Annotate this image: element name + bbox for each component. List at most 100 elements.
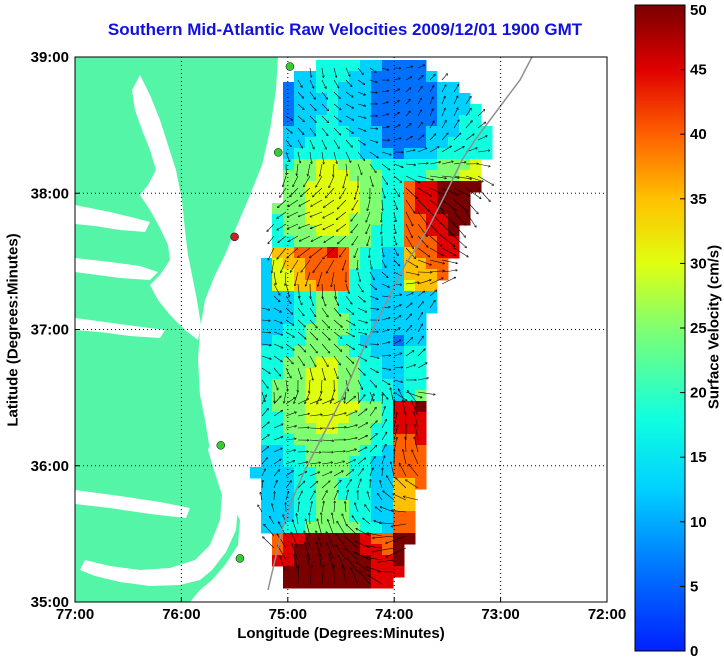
velocity-cell	[283, 412, 295, 424]
velocity-cell	[316, 236, 328, 248]
velocity-cell	[349, 104, 361, 116]
velocity-cell	[283, 390, 295, 402]
velocity-cell	[272, 412, 284, 424]
velocity-cell	[360, 368, 372, 380]
velocity-cell	[404, 104, 416, 116]
velocity-cell	[393, 434, 405, 446]
velocity-cell	[349, 522, 361, 534]
velocity-cell	[272, 489, 284, 501]
current-vector-arrow-icon	[369, 67, 376, 72]
velocity-cell	[360, 148, 372, 160]
velocity-cell	[283, 247, 295, 259]
velocity-cell	[393, 467, 405, 479]
velocity-cell	[349, 236, 361, 248]
velocity-cell	[360, 390, 372, 402]
current-vector-arrow-icon	[321, 355, 328, 367]
velocity-cell	[426, 137, 438, 149]
velocity-cell	[360, 533, 372, 545]
x-tick-label: 75:00	[269, 606, 307, 623]
current-vector-arrow-icon	[285, 491, 289, 501]
current-vector-arrow-icon	[429, 86, 434, 93]
current-vector-arrow-icon	[330, 391, 335, 403]
velocity-cell	[371, 445, 383, 457]
velocity-cell	[261, 357, 273, 369]
velocity-cell	[272, 324, 284, 336]
velocity-cell	[404, 159, 416, 171]
velocity-cell	[371, 478, 383, 490]
velocity-cell	[382, 368, 394, 380]
velocity-cell	[371, 181, 383, 193]
velocity-cell	[426, 170, 438, 182]
current-vector-arrow-icon	[414, 412, 419, 429]
velocity-cell	[393, 478, 405, 490]
current-vector-arrow-icon	[417, 247, 430, 257]
current-vector-arrow-icon	[345, 103, 353, 108]
velocity-cell	[316, 104, 328, 116]
velocity-cell	[481, 137, 493, 149]
velocity-cell	[316, 511, 328, 523]
current-vector-arrow-icon	[273, 448, 282, 453]
velocity-cell	[371, 533, 383, 545]
current-vector-arrow-icon	[369, 391, 374, 401]
velocity-cell	[382, 522, 394, 534]
velocity-cell	[360, 445, 372, 457]
velocity-cell	[327, 137, 339, 149]
velocity-cell	[283, 126, 295, 138]
current-vector-arrow-icon	[261, 343, 271, 345]
current-vector-arrow-icon	[333, 319, 342, 327]
current-vector-arrow-icon	[264, 524, 275, 537]
current-vector-arrow-icon	[297, 163, 299, 175]
current-vector-arrow-icon	[405, 314, 412, 321]
velocity-cell	[382, 357, 394, 369]
current-vector-arrow-icon	[367, 533, 383, 537]
current-vector-arrow-icon	[285, 426, 296, 429]
velocity-cell	[437, 170, 449, 182]
velocity-cell	[437, 214, 449, 226]
current-vector-arrow-icon	[453, 235, 466, 248]
velocity-cell	[294, 225, 306, 237]
velocity-cell	[415, 60, 427, 72]
current-vector-arrow-icon	[283, 175, 287, 186]
velocity-cell	[382, 82, 394, 94]
velocity-cell	[415, 181, 427, 193]
velocity-cell	[404, 181, 416, 193]
velocity-cell	[338, 192, 350, 204]
current-vector-arrow-icon	[417, 187, 431, 196]
current-vector-arrow-icon	[285, 283, 289, 297]
current-vector-arrow-icon	[453, 96, 458, 105]
velocity-cell	[316, 412, 328, 424]
current-vector-arrow-icon	[285, 331, 294, 337]
velocity-cell	[338, 302, 350, 314]
velocity-cell	[294, 500, 306, 512]
velocity-cell	[437, 258, 449, 270]
current-vector-arrow-icon	[453, 120, 459, 129]
current-vector-arrow-icon	[298, 211, 311, 216]
current-vector-arrow-icon	[309, 151, 312, 163]
velocity-cell	[415, 247, 427, 259]
current-vector-arrow-icon	[340, 247, 347, 257]
current-vector-arrow-icon	[321, 367, 325, 380]
velocity-cell	[294, 159, 306, 171]
colorbar-tick-label: 45	[690, 62, 707, 79]
current-vector-arrow-icon	[309, 139, 314, 149]
current-vector-arrow-icon	[285, 127, 292, 133]
current-vector-arrow-icon	[369, 92, 377, 93]
current-vector-arrow-icon	[429, 175, 446, 178]
velocity-cell	[305, 555, 317, 567]
current-vector-arrow-icon	[393, 163, 403, 167]
current-vector-arrow-icon	[337, 199, 347, 209]
velocity-cell	[382, 269, 394, 281]
velocity-cell	[404, 445, 416, 457]
current-vector-arrow-icon	[393, 138, 401, 141]
current-vector-arrow-icon	[417, 391, 435, 395]
velocity-cell	[294, 566, 306, 578]
velocity-cell	[338, 555, 350, 567]
velocity-cell	[448, 181, 460, 193]
current-vector-arrow-icon	[345, 548, 359, 561]
velocity-cell	[283, 280, 295, 292]
current-vector-arrow-icon	[405, 282, 419, 285]
velocity-cell	[272, 423, 284, 435]
current-vector-arrow-icon	[369, 283, 376, 290]
current-vector-arrow-icon	[365, 505, 371, 513]
